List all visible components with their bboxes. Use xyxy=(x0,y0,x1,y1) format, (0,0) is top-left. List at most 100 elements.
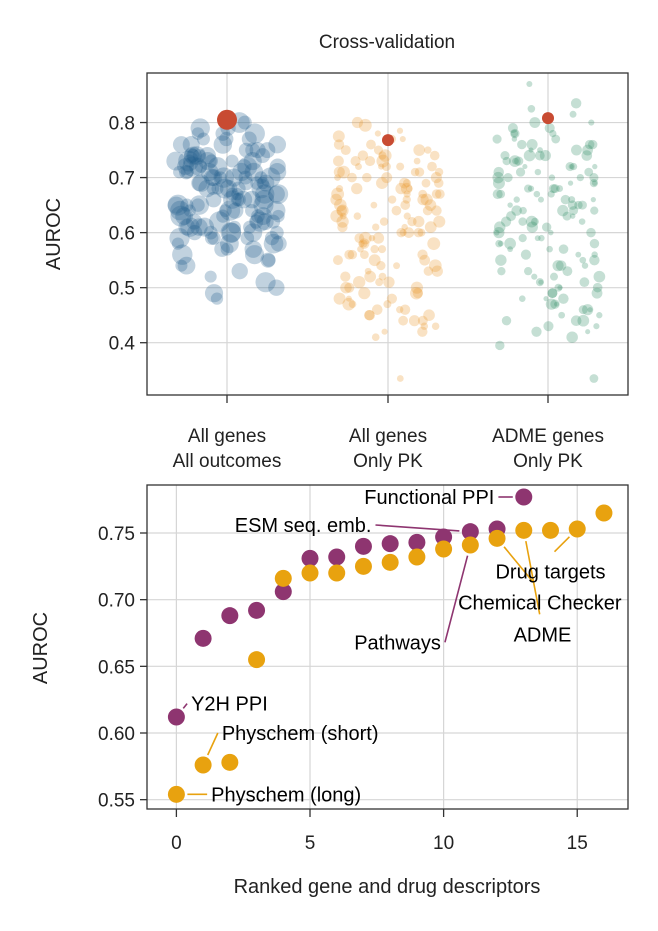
top-point xyxy=(192,149,206,162)
top-point xyxy=(200,163,219,182)
top-point xyxy=(581,262,589,269)
top-point xyxy=(205,169,223,186)
top-point xyxy=(495,340,505,351)
bottom-point xyxy=(408,548,426,566)
top-x-tick-label: Only PK xyxy=(513,451,583,472)
top-point xyxy=(510,128,520,139)
top-point xyxy=(251,178,272,199)
top-point xyxy=(180,198,194,212)
bottom-point xyxy=(274,583,292,601)
top-point xyxy=(403,190,411,198)
top-point xyxy=(210,292,224,305)
top-point xyxy=(180,217,200,237)
bottom-point xyxy=(488,529,506,547)
top-point xyxy=(511,205,522,216)
top-point xyxy=(494,221,506,233)
top-point xyxy=(578,218,586,225)
top-point xyxy=(178,218,196,236)
top-point xyxy=(569,213,576,219)
top-point xyxy=(558,244,569,254)
top-point xyxy=(596,312,603,319)
top-point xyxy=(339,212,347,220)
top-point xyxy=(358,238,370,249)
top-point xyxy=(527,104,536,113)
top-point xyxy=(179,164,194,180)
top-point xyxy=(254,189,275,210)
top-point xyxy=(531,217,539,226)
top-point xyxy=(253,195,274,216)
top-point xyxy=(270,225,284,240)
top-point xyxy=(166,151,186,171)
top-point xyxy=(417,249,428,260)
top-point xyxy=(421,178,431,188)
top-point xyxy=(256,176,269,190)
top-point xyxy=(500,151,510,161)
bottom-y-tick-label: 0.65 xyxy=(98,657,135,678)
top-point xyxy=(183,146,202,165)
top-point xyxy=(546,245,553,253)
top-point xyxy=(238,175,254,191)
top-point xyxy=(527,185,535,192)
top-point xyxy=(579,277,590,288)
top-point xyxy=(582,144,593,156)
top-point xyxy=(364,310,375,321)
top-point xyxy=(191,175,208,192)
top-point xyxy=(589,238,600,249)
top-point xyxy=(502,156,511,166)
top-point xyxy=(518,217,527,226)
top-point xyxy=(552,260,564,272)
top-y-tick-label: 0.5 xyxy=(109,279,135,300)
top-point xyxy=(348,300,357,309)
top-point xyxy=(378,272,387,281)
top-point xyxy=(582,304,594,316)
top-point xyxy=(500,216,512,227)
top-point xyxy=(219,200,241,221)
bottom-point xyxy=(435,528,453,546)
bottom-point xyxy=(221,607,239,625)
top-x-tick-label: ADME genes xyxy=(492,426,604,447)
bottom-plot-frame xyxy=(146,484,629,810)
top-point xyxy=(434,167,444,177)
top-point xyxy=(224,168,243,187)
top-point xyxy=(357,150,369,161)
top-point xyxy=(417,326,428,337)
top-y-tick-label: 0.8 xyxy=(109,114,135,135)
top-point xyxy=(565,162,575,172)
top-point xyxy=(177,256,196,275)
top-point xyxy=(358,287,371,300)
top-point xyxy=(543,321,554,332)
top-point xyxy=(593,323,600,330)
top-point xyxy=(190,218,208,236)
top-point xyxy=(178,150,199,172)
top-point xyxy=(538,234,545,242)
top-highlight-point xyxy=(542,112,554,125)
top-point xyxy=(417,193,429,206)
top-point xyxy=(427,161,437,172)
top-point xyxy=(417,228,426,237)
top-point xyxy=(567,200,578,210)
top-point xyxy=(378,151,387,160)
bottom-point xyxy=(515,521,533,539)
top-x-tick-label: All genes xyxy=(349,426,427,447)
top-point xyxy=(260,167,281,188)
top-point xyxy=(238,170,253,185)
bottom-annotation-line xyxy=(525,540,541,615)
bottom-annotation-line xyxy=(206,732,219,756)
top-point xyxy=(413,144,426,156)
top-point xyxy=(534,235,541,242)
top-point xyxy=(537,147,543,154)
top-point xyxy=(220,242,234,256)
top-point xyxy=(243,223,263,242)
top-point xyxy=(418,189,428,199)
top-point xyxy=(209,211,230,232)
top-point xyxy=(547,190,555,198)
top-point xyxy=(257,174,275,192)
top-panel: Cross-validation AUROC 0.4 0.5 0.6 0.7 0.8 Al… xyxy=(43,32,629,472)
top-point xyxy=(237,156,258,177)
top-point xyxy=(375,278,384,287)
top-point xyxy=(590,196,596,203)
top-point xyxy=(424,221,437,233)
top-point xyxy=(377,245,387,254)
top-point xyxy=(336,215,349,228)
top-point xyxy=(504,237,516,250)
